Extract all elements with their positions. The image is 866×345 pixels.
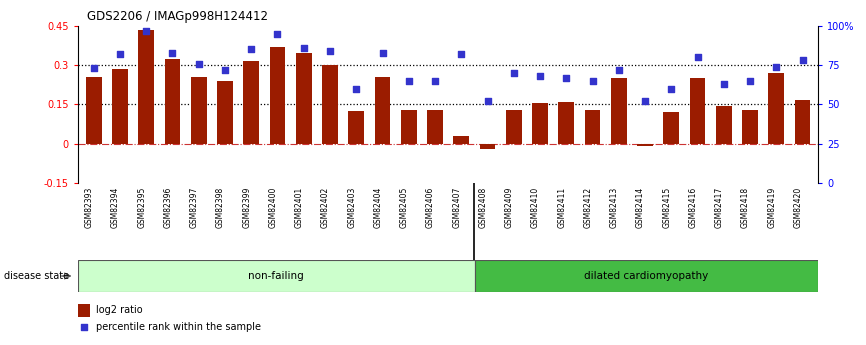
- Text: GSM82401: GSM82401: [294, 187, 304, 228]
- Text: GSM82408: GSM82408: [479, 187, 488, 228]
- Text: GSM82416: GSM82416: [688, 187, 698, 228]
- Bar: [296, 53, 312, 144]
- Text: GSM82405: GSM82405: [400, 187, 409, 228]
- Text: GSM82397: GSM82397: [190, 187, 198, 228]
- Bar: [86, 77, 101, 144]
- Text: GSM82410: GSM82410: [531, 187, 540, 228]
- Bar: [454, 136, 469, 144]
- Bar: [611, 78, 627, 144]
- Text: GSM82395: GSM82395: [137, 187, 146, 228]
- Bar: [112, 69, 128, 144]
- Bar: [269, 47, 286, 144]
- Text: GSM82403: GSM82403: [347, 187, 356, 228]
- Text: percentile rank within the sample: percentile rank within the sample: [96, 322, 262, 332]
- Point: [533, 73, 547, 79]
- Bar: [475, 260, 818, 292]
- Text: GSM82394: GSM82394: [111, 187, 120, 228]
- Point: [402, 78, 416, 83]
- Text: GSM82396: GSM82396: [164, 187, 172, 228]
- Bar: [689, 78, 706, 144]
- Point: [638, 98, 652, 104]
- Point: [455, 51, 469, 57]
- Point: [428, 78, 442, 83]
- Text: GSM82409: GSM82409: [505, 187, 514, 228]
- Bar: [637, 144, 653, 146]
- Text: GSM82419: GSM82419: [767, 187, 776, 228]
- Bar: [78, 260, 475, 292]
- Bar: [663, 112, 679, 144]
- Point: [691, 55, 705, 60]
- Point: [796, 58, 810, 63]
- Point: [612, 67, 626, 72]
- Point: [139, 28, 153, 33]
- Bar: [716, 106, 732, 144]
- Point: [481, 98, 494, 104]
- Text: dilated cardiomyopathy: dilated cardiomyopathy: [585, 271, 708, 281]
- Bar: [348, 111, 364, 144]
- Bar: [559, 102, 574, 144]
- Point: [559, 75, 573, 80]
- Text: GSM82406: GSM82406: [426, 187, 435, 228]
- Point: [743, 78, 757, 83]
- Point: [769, 64, 783, 69]
- Bar: [165, 59, 180, 144]
- Text: GSM82414: GSM82414: [637, 187, 645, 228]
- Bar: [375, 77, 391, 144]
- Bar: [217, 81, 233, 144]
- Text: GSM82402: GSM82402: [321, 187, 330, 228]
- Bar: [427, 110, 443, 144]
- Bar: [533, 103, 548, 144]
- Bar: [506, 110, 521, 144]
- Bar: [480, 144, 495, 149]
- Bar: [139, 30, 154, 144]
- Text: GSM82411: GSM82411: [558, 187, 566, 228]
- Text: log2 ratio: log2 ratio: [96, 305, 143, 315]
- Text: GDS2206 / IMAGp998H124412: GDS2206 / IMAGp998H124412: [87, 10, 268, 23]
- Text: disease state: disease state: [4, 271, 69, 281]
- Text: GSM82412: GSM82412: [584, 187, 592, 228]
- Text: GSM82413: GSM82413: [610, 187, 619, 228]
- Point: [191, 61, 205, 66]
- Point: [507, 70, 520, 76]
- Point: [664, 86, 678, 91]
- Point: [77, 324, 91, 330]
- Bar: [401, 110, 417, 144]
- Point: [323, 48, 337, 54]
- Text: GSM82418: GSM82418: [741, 187, 750, 228]
- Text: GSM82399: GSM82399: [242, 187, 251, 228]
- Text: GSM82404: GSM82404: [373, 187, 383, 228]
- Text: GSM82407: GSM82407: [452, 187, 462, 228]
- Point: [165, 50, 179, 55]
- Point: [297, 45, 311, 51]
- Text: GSM82393: GSM82393: [85, 187, 94, 228]
- Bar: [742, 110, 758, 144]
- Bar: [795, 100, 811, 144]
- Point: [270, 31, 284, 37]
- Text: GSM82420: GSM82420: [793, 187, 803, 228]
- Point: [87, 66, 100, 71]
- Bar: [243, 61, 259, 144]
- Point: [113, 51, 127, 57]
- Text: GSM82398: GSM82398: [216, 187, 225, 228]
- Point: [376, 50, 390, 55]
- Text: GSM82417: GSM82417: [714, 187, 724, 228]
- Point: [717, 81, 731, 87]
- Point: [218, 67, 232, 72]
- Bar: [322, 65, 338, 144]
- Bar: [78, 304, 90, 317]
- Bar: [191, 77, 207, 144]
- Bar: [585, 110, 600, 144]
- Point: [585, 78, 599, 83]
- Point: [349, 86, 363, 91]
- Text: non-failing: non-failing: [249, 271, 304, 281]
- Point: [244, 47, 258, 52]
- Text: GSM82415: GSM82415: [662, 187, 671, 228]
- Text: GSM82400: GSM82400: [268, 187, 277, 228]
- Bar: [768, 73, 785, 144]
